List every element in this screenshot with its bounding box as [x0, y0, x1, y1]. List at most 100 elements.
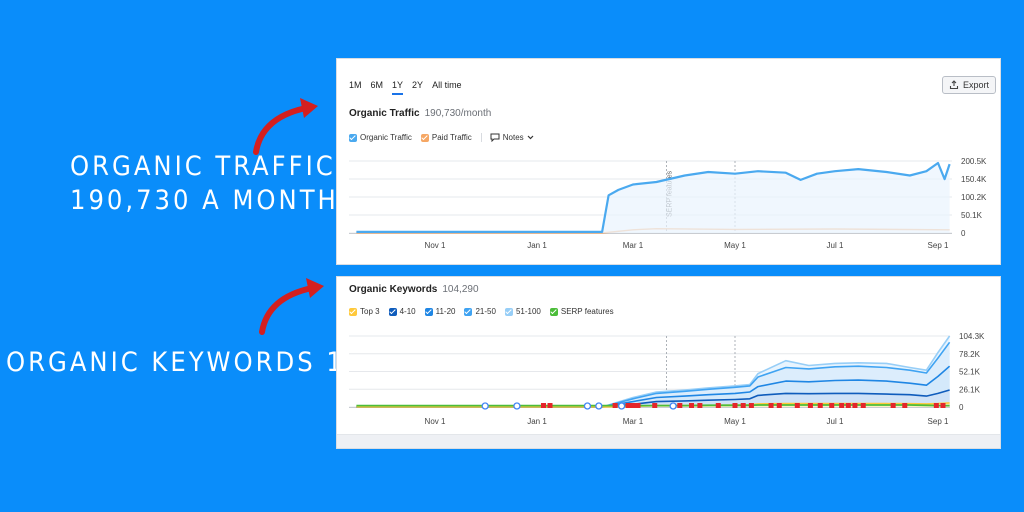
x-tick-label: Jan 1 — [527, 417, 547, 426]
notes-dropdown[interactable]: Notes — [480, 133, 534, 142]
note-icon — [490, 133, 500, 142]
flag-icon — [541, 403, 547, 408]
y-tick-label: 0 — [961, 229, 966, 238]
y-tick-label: 100.2K — [961, 193, 987, 202]
organic-keywords-panel: Organic Keywords 104,290 Top 3 4-10 11-20… — [336, 276, 1001, 449]
organic-traffic-area — [356, 163, 950, 233]
checkbox-icon — [388, 307, 397, 316]
legend-11-20-label: 11-20 — [435, 307, 456, 316]
flag-icon — [768, 403, 774, 408]
x-tick-label: Sep 1 — [928, 417, 949, 426]
flag-icon — [697, 403, 703, 408]
flag-icon — [807, 403, 813, 408]
traffic-title: Organic Traffic 190,730/month — [349, 108, 491, 119]
range-tabs: 1M 6M 1Y 2Y All time — [349, 80, 462, 95]
checkbox-icon — [464, 307, 473, 316]
checkbox-icon — [420, 133, 429, 142]
flag-icon — [635, 403, 641, 408]
google-update-icon — [583, 402, 592, 410]
organic-keywords-chart: 104.3K 78.2K 52.1K 26.1K 0 Nov 1 Jan 1 Mar 1 May… — [349, 332, 985, 426]
google-update-icon — [513, 402, 521, 410]
traffic-title-value: 190,730/month — [424, 108, 492, 119]
traffic-annotation-line1: ORGANIC TRAFFIC — [70, 151, 336, 182]
google-update-icon — [669, 402, 677, 410]
keywords-area-top-3 — [356, 402, 950, 407]
x-tick-label: Nov 1 — [425, 417, 446, 426]
legend-11-20[interactable]: 11-20 — [424, 307, 456, 316]
google-update-icon — [595, 402, 603, 410]
y-tick-label: 50.1K — [961, 211, 983, 220]
tab-1y[interactable]: 1Y — [392, 80, 404, 95]
flag-icon — [829, 403, 835, 408]
legend-51-100-label: 51-100 — [515, 307, 541, 316]
legend-organic-label: Organic Traffic — [360, 133, 412, 142]
traffic-title-label: Organic Traffic — [349, 108, 420, 119]
x-tick-label: Mar 1 — [623, 417, 644, 426]
flag-icon — [902, 403, 908, 408]
keywords-line-11-20 — [356, 365, 951, 408]
keywords-area-21-50 — [356, 342, 950, 407]
x-tick-label: Jul 1 — [827, 241, 844, 250]
x-tick-label: Jul 1 — [827, 417, 844, 426]
keywords-area-11-20 — [356, 366, 950, 407]
traffic-annotation: ORGANIC TRAFFIC 190,730 A MONTH — [70, 150, 339, 218]
flag-icon — [740, 403, 746, 408]
flag-icon — [652, 403, 658, 408]
legend-organic-traffic[interactable]: Organic Traffic — [349, 133, 412, 142]
serp-features-line — [356, 404, 950, 407]
x-tick-label: Nov 1 — [425, 241, 446, 250]
panel-footer — [337, 434, 1000, 448]
keywords-line-top-3 — [356, 402, 950, 408]
keywords-title-value: 104,290 — [442, 284, 479, 295]
flag-icon — [689, 403, 695, 408]
keywords-legend: Top 3 4-10 11-20 21-50 51-100 SERP featu… — [349, 307, 614, 316]
y-tick-label: 52.1K — [959, 368, 981, 377]
tab-1m[interactable]: 1M — [349, 80, 362, 90]
x-tick-label: May 1 — [724, 417, 746, 426]
legend-4-10-label: 4-10 — [399, 307, 416, 316]
paid-traffic-line — [356, 227, 950, 234]
flag-icon — [817, 403, 823, 408]
legend-top3[interactable]: Top 3 — [349, 307, 380, 316]
x-tick-label: May 1 — [724, 241, 746, 250]
keywords-line-21-50 — [356, 341, 951, 408]
legend-serp-features[interactable]: SERP features — [549, 307, 614, 316]
curved-arrow-icon — [259, 278, 324, 335]
y-tick-label: 200.5K — [961, 157, 987, 166]
legend-21-50[interactable]: 21-50 — [464, 307, 496, 316]
legend-paid-traffic[interactable]: Paid Traffic — [420, 133, 472, 142]
flag-icon — [933, 403, 939, 408]
legend-serp-label: SERP features — [560, 307, 614, 316]
tab-2y[interactable]: 2Y — [412, 80, 424, 90]
flag-icon — [940, 403, 946, 408]
organic-traffic-panel: 1M 6M 1Y 2Y All time Export Organic Traf… — [336, 58, 1001, 265]
flag-icon — [715, 403, 721, 408]
checkbox-icon — [349, 307, 357, 316]
legend-51-100[interactable]: 51-100 — [504, 307, 541, 316]
flag-icon — [732, 403, 738, 408]
flag-icon — [794, 403, 800, 408]
export-icon — [949, 80, 959, 90]
tab-6m[interactable]: 6M — [370, 80, 384, 90]
x-tick-label: Sep 1 — [928, 241, 949, 250]
export-button[interactable]: Export — [941, 76, 996, 94]
legend-4-10[interactable]: 4-10 — [388, 307, 416, 316]
notes-label: Notes — [502, 133, 524, 142]
organic-traffic-line — [356, 161, 951, 233]
keywords-area-4-10 — [356, 390, 950, 407]
tab-all-time[interactable]: All time — [432, 80, 462, 90]
checkbox-icon — [504, 307, 513, 316]
keywords-title: Organic Keywords 104,290 — [349, 284, 479, 295]
google-update-icon — [481, 402, 489, 410]
y-tick-label: 26.1K — [959, 385, 981, 394]
curved-arrow-icon — [253, 98, 318, 155]
keywords-line-4-10 — [356, 389, 950, 408]
x-tick-label: Mar 1 — [623, 241, 644, 250]
legend-21-50-label: 21-50 — [475, 307, 496, 316]
serp-features-annotation: SERP features — [666, 170, 673, 217]
google-update-icon — [617, 402, 626, 410]
checkbox-icon — [349, 133, 357, 142]
y-tick-label: 104.3K — [959, 332, 985, 341]
traffic-annotation-line2: 190,730 A MONTH — [70, 184, 339, 216]
flag-icon — [748, 403, 754, 408]
